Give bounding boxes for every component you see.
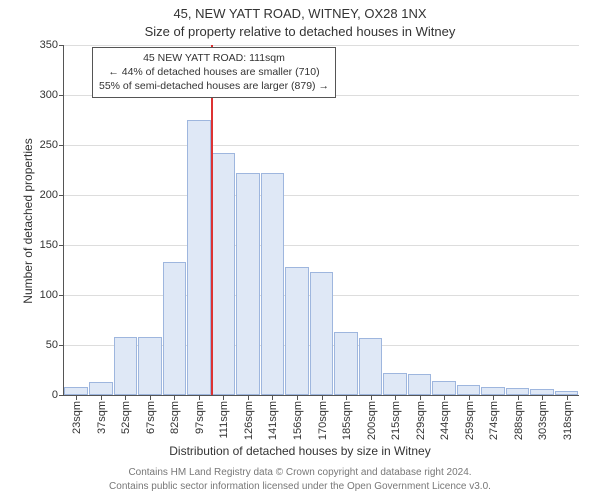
x-tick-label: 244sqm [437,401,451,440]
footer-attribution: Contains HM Land Registry data © Crown c… [0,466,600,494]
footer-line1: Contains HM Land Registry data © Crown c… [0,466,600,480]
x-tick-mark [101,395,102,400]
x-tick-mark [542,395,543,400]
chart-container: { "title_line1": "45, NEW YATT ROAD, WIT… [0,0,600,500]
histogram-bar [261,173,285,395]
y-tick-label: 200 [40,189,64,201]
histogram-bar [334,332,358,395]
x-tick-label: 215sqm [388,401,402,440]
annotation-line: 45 NEW YATT ROAD: 111sqm [99,51,329,65]
histogram-bar [506,388,530,395]
histogram-bar [432,381,456,395]
x-tick-mark [76,395,77,400]
x-tick-label: 274sqm [486,401,500,440]
x-axis-label: Distribution of detached houses by size … [0,444,600,458]
grid-line [64,145,579,146]
x-tick-mark [199,395,200,400]
y-tick-label: 350 [40,39,64,51]
x-tick-label: 200sqm [364,401,378,440]
x-tick-label: 23sqm [69,401,83,434]
x-tick-label: 259sqm [462,401,476,440]
histogram-bar [457,385,481,395]
histogram-bar [138,337,162,395]
annotation-box: 45 NEW YATT ROAD: 111sqm← 44% of detache… [92,47,336,98]
histogram-bar [408,374,432,395]
x-tick-label: 111sqm [216,401,230,439]
grid-line [64,45,579,46]
y-tick-label: 100 [40,289,64,301]
x-tick-label: 52sqm [118,401,132,434]
x-tick-label: 170sqm [315,401,329,440]
x-tick-mark [346,395,347,400]
annotation-line: 55% of semi-detached houses are larger (… [99,79,329,93]
x-tick-mark [567,395,568,400]
histogram-bar [481,387,505,395]
x-tick-mark [371,395,372,400]
histogram-bar [187,120,211,395]
x-tick-label: 185sqm [339,401,353,440]
histogram-bar [114,337,138,395]
chart-title-line1: 45, NEW YATT ROAD, WITNEY, OX28 1NX [0,6,600,21]
x-tick-mark [248,395,249,400]
histogram-bar [383,373,407,395]
x-tick-label: 288sqm [511,401,525,440]
x-tick-label: 229sqm [413,401,427,440]
plot-area: 05010015020025030035023sqm37sqm52sqm67sq… [63,45,579,396]
annotation-line: ← 44% of detached houses are smaller (71… [99,65,329,79]
y-tick-label: 250 [40,139,64,151]
y-tick-label: 300 [40,89,64,101]
y-tick-label: 150 [40,239,64,251]
y-axis-label: Number of detached properties [21,121,35,321]
x-tick-mark [150,395,151,400]
x-tick-label: 126sqm [241,401,255,440]
x-tick-label: 156sqm [290,401,304,440]
x-tick-mark [125,395,126,400]
x-tick-label: 67sqm [143,401,157,434]
histogram-bar [285,267,309,395]
x-tick-mark [493,395,494,400]
grid-line [64,245,579,246]
histogram-bar [64,387,88,395]
histogram-bar [236,173,260,395]
x-tick-mark [322,395,323,400]
grid-line [64,195,579,196]
x-tick-mark [297,395,298,400]
x-tick-mark [272,395,273,400]
histogram-bar [310,272,334,395]
x-tick-mark [223,395,224,400]
x-tick-label: 141sqm [265,401,279,440]
y-tick-label: 50 [46,339,64,351]
x-tick-mark [174,395,175,400]
x-tick-label: 318sqm [560,401,574,440]
footer-line2: Contains public sector information licen… [0,480,600,494]
x-tick-mark [518,395,519,400]
x-tick-mark [444,395,445,400]
x-tick-label: 303sqm [535,401,549,440]
x-tick-label: 37sqm [94,401,108,434]
x-tick-mark [469,395,470,400]
histogram-bar [163,262,187,395]
histogram-bar [359,338,383,395]
chart-subtitle: Size of property relative to detached ho… [0,24,600,39]
histogram-bar [89,382,113,395]
histogram-bar [212,153,236,395]
x-tick-label: 97sqm [192,401,206,434]
y-tick-label: 0 [52,389,64,401]
x-tick-label: 82sqm [167,401,181,434]
x-tick-mark [420,395,421,400]
x-tick-mark [395,395,396,400]
